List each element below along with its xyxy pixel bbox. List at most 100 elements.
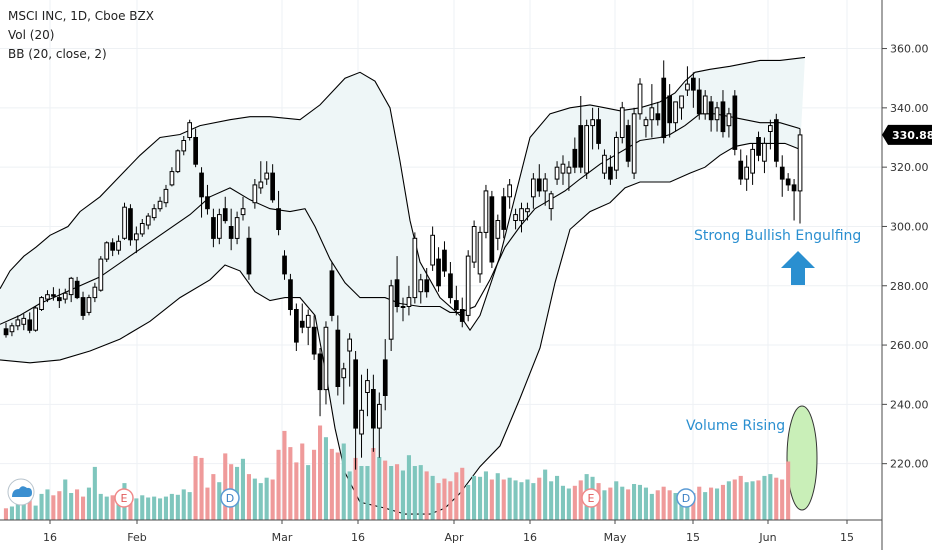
- volume-bar: [211, 474, 216, 520]
- candle-body: [341, 368, 347, 379]
- chart-legend: MSCI INC, 1D, Cboe BZX Vol (20) BB (20, …: [8, 7, 154, 64]
- candle-body: [264, 172, 270, 180]
- candle-body: [27, 319, 33, 331]
- legend-bands[interactable]: BB (20, close, 2): [8, 47, 107, 61]
- candle-body: [388, 285, 394, 340]
- candle-body: [436, 258, 441, 287]
- candle-body: [228, 226, 234, 239]
- volume-bar: [649, 493, 654, 520]
- candle-body: [311, 326, 317, 355]
- legend-volume[interactable]: Vol (20): [8, 28, 55, 42]
- volume-bar: [86, 487, 91, 520]
- engulfing-annotation: Strong Bullish Engulfing: [694, 228, 861, 244]
- legend-symbol[interactable]: MSCI INC, 1D, Cboe BZX: [8, 9, 154, 23]
- volume-bar: [720, 484, 725, 520]
- volume-bar: [51, 495, 56, 521]
- volume-bar: [389, 466, 394, 520]
- candle-body: [394, 279, 400, 307]
- volume-bar: [152, 496, 157, 520]
- x-tick-label: Jun: [758, 531, 776, 544]
- candle-body: [560, 163, 566, 174]
- candle-body: [750, 148, 755, 174]
- volume-bar: [543, 469, 548, 520]
- volume-bar: [430, 475, 435, 520]
- candle-body: [21, 317, 27, 325]
- x-tick-label: 16: [351, 531, 365, 544]
- volume-bar: [39, 493, 44, 520]
- volume-bar: [169, 493, 174, 520]
- candle-body: [365, 380, 370, 394]
- x-tick-label: 16: [43, 531, 57, 544]
- candle-body: [151, 208, 157, 219]
- event-marker: [114, 488, 134, 508]
- annotations: Strong Bullish Engulfing Volume Rising: [686, 228, 861, 434]
- volume-bar: [744, 482, 749, 520]
- event-marker: [676, 488, 696, 508]
- volume-bar: [448, 481, 453, 520]
- volume-bar: [632, 484, 637, 520]
- candle-body: [614, 137, 619, 171]
- volume-bar: [673, 493, 678, 520]
- volume-bar: [158, 498, 163, 520]
- volume-bar: [395, 464, 400, 520]
- candle-body: [359, 409, 364, 435]
- x-tick-label: 15: [840, 531, 854, 544]
- candle-body: [181, 140, 187, 152]
- volume-bar: [786, 461, 791, 520]
- volume-bar: [217, 482, 222, 520]
- candle-body: [98, 258, 104, 291]
- x-tick-label: Feb: [127, 531, 146, 544]
- candle-body: [282, 255, 287, 275]
- event-marker-label: D: [226, 492, 234, 505]
- candle-body: [454, 300, 459, 311]
- candle-body: [554, 166, 560, 180]
- volume-bar: [140, 495, 145, 521]
- volume-bar: [276, 449, 281, 520]
- volume-bar: [323, 437, 328, 520]
- volume-bar: [294, 462, 299, 520]
- candle-body: [145, 215, 151, 226]
- volume-bar: [33, 505, 38, 520]
- volume-bar: [578, 480, 583, 520]
- volume-bar: [614, 481, 619, 520]
- candle-body: [68, 277, 74, 296]
- y-tick-label: 260.00: [890, 339, 929, 352]
- volume-bar: [738, 475, 743, 520]
- volume-bar: [768, 474, 773, 520]
- volume-bar: [750, 481, 755, 520]
- volume-bar: [383, 460, 388, 520]
- y-tick-label: 240.00: [890, 398, 929, 411]
- y-axis-panel: [882, 0, 932, 550]
- candle-body: [501, 196, 507, 230]
- candle-body: [205, 196, 210, 210]
- y-tick-label: 360.00: [890, 43, 929, 56]
- candle-body: [45, 294, 50, 300]
- volume-bar: [531, 483, 536, 520]
- candle-body: [424, 279, 430, 293]
- volume-bar: [667, 490, 672, 520]
- candle-body: [584, 125, 589, 174]
- volume-bar: [436, 483, 441, 520]
- candle-body: [157, 200, 163, 210]
- candles: [3, 60, 803, 470]
- candle-body: [477, 231, 483, 275]
- volume-bar: [655, 490, 660, 520]
- volume-bar: [187, 492, 192, 520]
- volume-bar: [329, 448, 334, 520]
- x-tick-label: Mar: [272, 531, 293, 544]
- candle-body: [400, 306, 406, 308]
- candle-body: [51, 294, 56, 297]
- volume-bar: [282, 430, 287, 520]
- candle-body: [513, 214, 518, 222]
- volume-bar: [57, 491, 62, 520]
- candle-body: [702, 95, 708, 115]
- volume-bar: [347, 471, 352, 520]
- candle-body: [525, 208, 530, 213]
- volume-bar: [513, 480, 518, 520]
- candle-body: [673, 101, 678, 124]
- candle-body: [602, 154, 607, 174]
- volume-bar: [478, 476, 483, 520]
- candle-body: [708, 101, 714, 121]
- volume-bar: [637, 484, 642, 520]
